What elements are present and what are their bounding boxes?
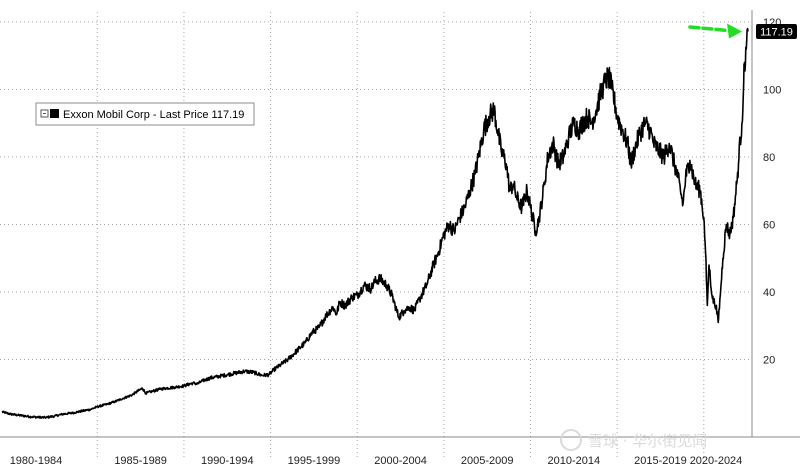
annotation-arrow-head — [727, 23, 742, 39]
y-tick-label: 100 — [763, 85, 781, 97]
legend: Exxon Mobil Corp - Last Price 117.19 — [35, 102, 255, 126]
y-tick-label: 60 — [763, 220, 775, 232]
x-tick-label: 1985-1989 — [114, 455, 167, 467]
series-layer — [1, 27, 749, 420]
x-tick-label: 1990-1994 — [201, 455, 254, 467]
last-price-badge — [756, 24, 797, 39]
x-tick-label: 2010-2014 — [548, 455, 601, 467]
y-tick-label: 80 — [763, 152, 775, 164]
grid-layer — [0, 12, 752, 458]
watermark-text: 雪球 · 华尔街见闻 — [588, 432, 707, 450]
y-tick-label: 40 — [763, 287, 775, 299]
x-tick-label: 2000-2004 — [374, 455, 427, 467]
legend-entry-label: Exxon Mobil Corp - Last Price 117.19 — [63, 109, 244, 121]
x-tick-label: 2020-2024 — [690, 455, 743, 467]
last-price-label: 117.19 — [760, 27, 793, 39]
x-tick-label: 2015-2019 — [634, 455, 687, 467]
watermark-logo-icon — [560, 429, 582, 451]
annotation-arrow-line — [688, 25, 730, 33]
series-line — [1, 27, 749, 420]
annotation-layer — [688, 23, 742, 39]
x-tick-label: 2005-2009 — [461, 455, 514, 467]
y-tick-label: 20 — [763, 355, 775, 367]
last-price-tag: 117.19 — [756, 24, 797, 39]
watermark: 雪球 · 华尔街见闻 — [560, 429, 707, 451]
legend-swatch — [50, 109, 59, 118]
legend-box — [35, 102, 255, 126]
x-tick-label: 1980-1984 — [10, 455, 63, 467]
x-tick-label: 1995-1999 — [288, 455, 341, 467]
